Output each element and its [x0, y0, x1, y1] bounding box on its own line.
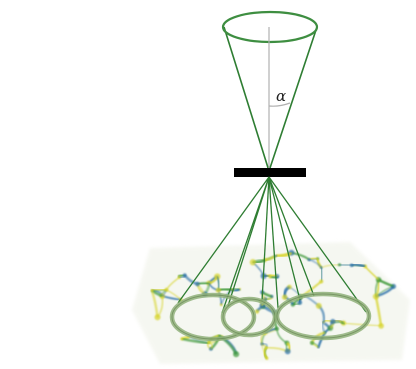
pattern-node: [254, 309, 260, 314]
cone-top-ellipse: [221, 10, 319, 44]
pattern-filament: [181, 337, 209, 345]
pattern-node: [182, 273, 187, 277]
pattern-node: [268, 274, 272, 279]
lower-cone-line: [261, 176, 270, 302]
pattern-node: [219, 303, 223, 307]
pattern-node: [164, 287, 169, 292]
lower-cone-line: [268, 176, 301, 301]
upper-cone: α: [221, 10, 319, 172]
pattern-node: [195, 281, 200, 287]
pattern-filament: [151, 288, 167, 292]
pattern-node: [309, 340, 315, 346]
ground-plane-shadow: [132, 242, 410, 364]
pattern-node: [319, 279, 324, 284]
angle-arc: [268, 102, 291, 107]
ring-left-inner: [171, 294, 255, 340]
lower-cone-line: [227, 176, 270, 307]
pattern-node: [281, 294, 288, 300]
lower-cone-line: [268, 176, 367, 313]
ground-rings: [169, 291, 372, 342]
pattern-node: [180, 337, 184, 341]
diffraction-pattern: [132, 242, 410, 364]
cone-right-edge: [268, 26, 318, 172]
pattern-filament: [275, 251, 293, 258]
pattern-filament: [261, 343, 268, 359]
pattern-filament: [321, 264, 340, 269]
pattern-node: [372, 293, 380, 300]
pattern-node: [307, 258, 311, 262]
lower-cone-line: [268, 176, 315, 297]
pattern-node: [274, 326, 279, 331]
pattern-node: [349, 263, 354, 268]
pattern-node: [315, 302, 322, 309]
pattern-node: [215, 287, 221, 293]
lower-cone-line: [268, 176, 279, 309]
pattern-node: [378, 323, 384, 329]
pattern-node: [297, 300, 303, 305]
pattern-node: [330, 318, 336, 325]
pattern-node: [233, 351, 240, 358]
pattern-node: [154, 314, 161, 321]
pattern-node: [207, 341, 210, 345]
aperture-plate: [234, 168, 306, 177]
pattern-node: [284, 348, 291, 355]
cone-left-edge: [223, 26, 270, 172]
pattern-node: [249, 259, 257, 266]
lower-cones: [177, 176, 367, 314]
ring-right-inner: [276, 293, 370, 339]
lower-cone-line: [177, 176, 270, 304]
pattern-node: [274, 254, 278, 257]
pattern-node: [265, 356, 269, 361]
alpha-label: α: [276, 87, 286, 105]
